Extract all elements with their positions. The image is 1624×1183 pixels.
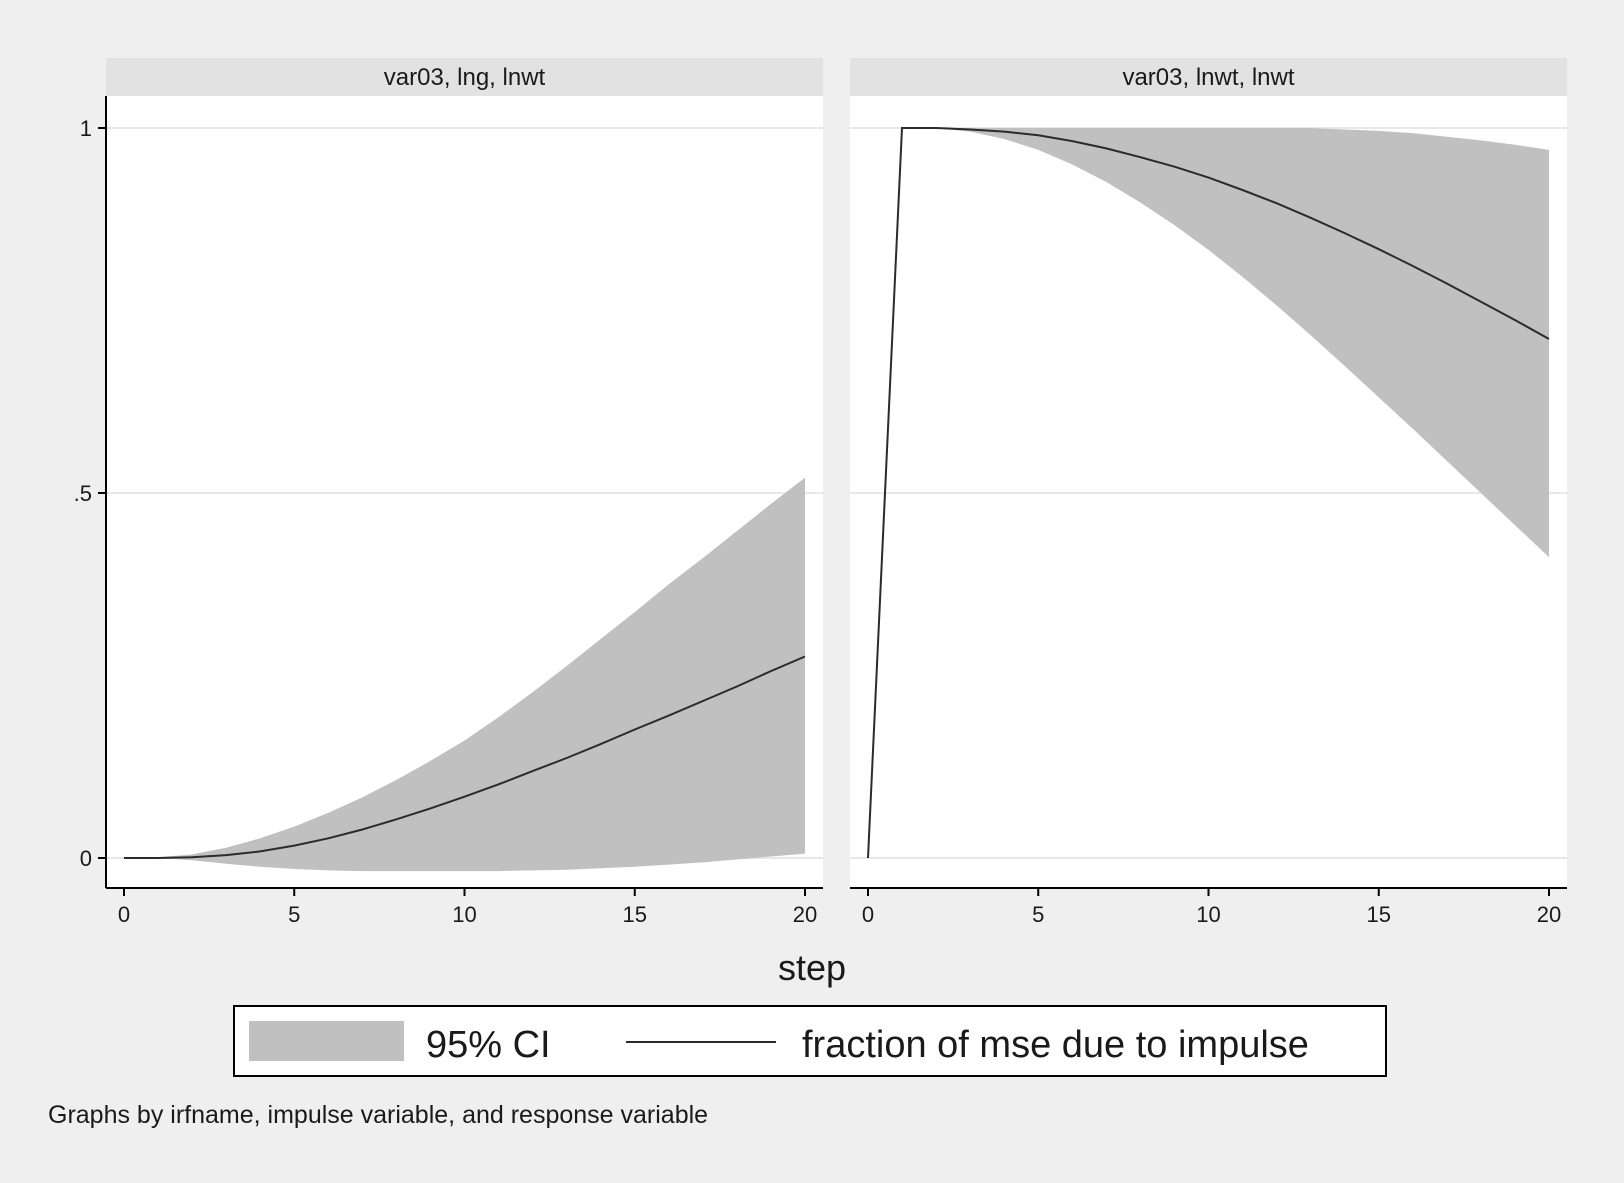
y-tick-label: .5 bbox=[74, 481, 92, 506]
x-tick-label: 10 bbox=[1196, 902, 1220, 927]
legend-box bbox=[233, 1005, 1387, 1077]
legend: 95% CI fraction of mse due to impulse bbox=[233, 1005, 1387, 1077]
legend-ci-label: 95% CI bbox=[426, 1024, 551, 1066]
graph-note: Graphs by irfname, impulse variable, and… bbox=[48, 1101, 708, 1129]
y-tick-label: 0 bbox=[80, 846, 92, 871]
panel-2: var03, lnwt, lnwt 0 5 10 15 20 bbox=[850, 58, 1567, 927]
x-tick-label: 0 bbox=[118, 902, 130, 927]
panel-title-strip bbox=[850, 58, 1567, 96]
panel-title: var03, lnwt, lnwt bbox=[1122, 64, 1294, 91]
ci-band bbox=[124, 477, 805, 872]
panel-title: var03, lng, lnwt bbox=[384, 64, 546, 91]
panel-title-strip bbox=[106, 58, 823, 96]
legend-line-label: fraction of mse due to impulse bbox=[802, 1024, 1309, 1066]
legend-ci-swatch bbox=[249, 1021, 404, 1061]
x-tick-label: 15 bbox=[1367, 902, 1391, 927]
x-tick-label: 5 bbox=[1032, 902, 1044, 927]
y-tick-label: 1 bbox=[80, 116, 92, 141]
ci-band bbox=[868, 128, 1549, 858]
x-axis-label: step bbox=[778, 947, 846, 988]
x-tick-label: 20 bbox=[793, 902, 817, 927]
x-tick-label: 5 bbox=[288, 902, 300, 927]
impulse-line bbox=[867, 127, 1550, 859]
x-tick-label: 20 bbox=[1537, 902, 1561, 927]
x-tick-label: 0 bbox=[862, 902, 874, 927]
x-tick-label: 15 bbox=[623, 902, 647, 927]
impulse-line bbox=[124, 655, 806, 859]
x-tick-label: 10 bbox=[452, 902, 476, 927]
